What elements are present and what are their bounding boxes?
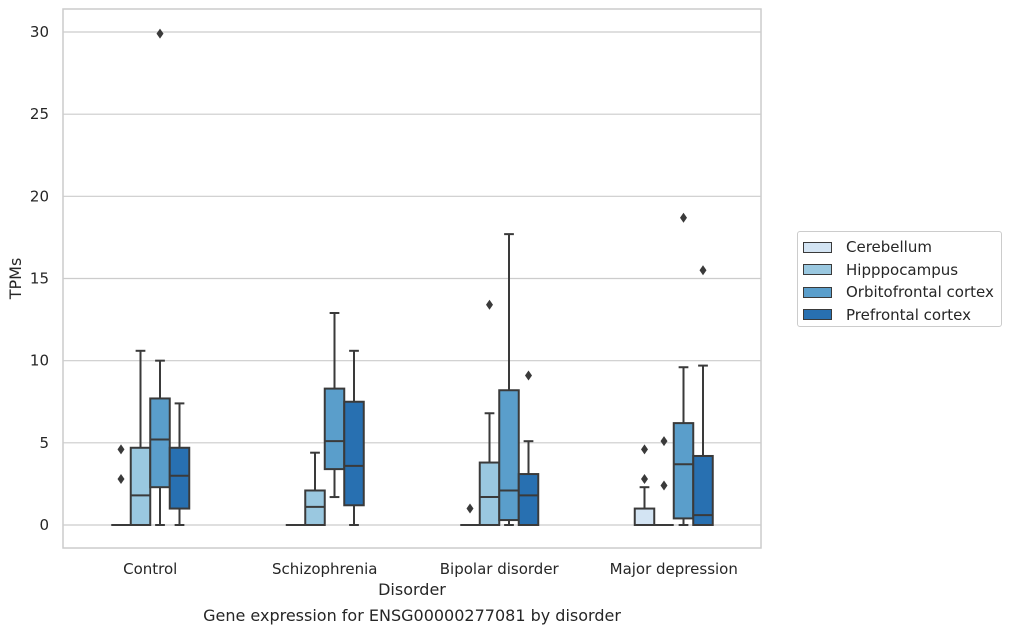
outlier-point [156,28,164,39]
legend-swatch [803,241,832,253]
x-tick-label: Schizophrenia [272,560,377,578]
outlier-point [641,473,648,484]
box-orbitofrontal-cortex [498,389,520,522]
legend-item: Orbitofrontal cortex [803,281,1001,304]
outlier-point [117,444,125,455]
box-prefrontal-cortex [168,446,191,510]
legend-label: Prefrontal cortex [846,305,971,324]
legend-item: Cerebellum [803,236,1001,259]
outlier-point [117,473,125,484]
box-orbitofrontal-cortex [149,397,171,489]
legend-swatch [803,309,832,321]
plot-frame [62,8,762,549]
outlier-point [680,212,687,223]
y-tick-label: 5 [39,434,49,452]
box-prefrontal-cortex [692,454,714,526]
box-hipppocampus [129,446,152,526]
y-axis-label: TPMs [6,258,25,301]
legend-swatch [803,264,832,276]
box-cerebellum [633,507,656,526]
outlier-point [486,299,493,310]
outlier-point [660,480,668,491]
outlier-point [641,444,648,455]
chart-caption: Gene expression for ENSG00000277081 by d… [203,606,621,625]
x-tick-label: Control [123,560,177,578]
legend-label: Hipppocampus [846,260,959,279]
legend: Cerebellum Hipppocampus Orbitofrontal cort… [797,231,1002,327]
y-tick-label: 0 [39,516,49,534]
outlier-point [466,503,474,514]
legend-item: Prefrontal cortex [803,304,1001,327]
legend-swatch [803,286,832,298]
y-tick-label: 30 [30,23,49,41]
box-orbitofrontal-cortex [672,422,695,520]
y-tick-label: 25 [30,105,49,123]
y-tick-label: 20 [30,187,49,205]
box-orbitofrontal-cortex [323,387,346,471]
x-axis-label: Disorder [378,580,446,599]
y-tick-label: 15 [30,270,49,288]
outlier-point [699,265,707,276]
box-hipppocampus [478,461,501,526]
legend-item: Hipppocampus [803,259,1001,282]
x-tick-label: Bipolar disorder [440,560,560,578]
legend-label: Cerebellum [846,238,932,257]
y-tick-label: 10 [30,352,49,370]
outlier-point [525,370,532,381]
box-prefrontal-cortex [517,473,540,526]
box-prefrontal-cortex [343,400,365,507]
outlier-point [660,436,668,447]
x-tick-label: Major depression [610,560,738,578]
legend-label: Orbitofrontal cortex [846,283,994,302]
